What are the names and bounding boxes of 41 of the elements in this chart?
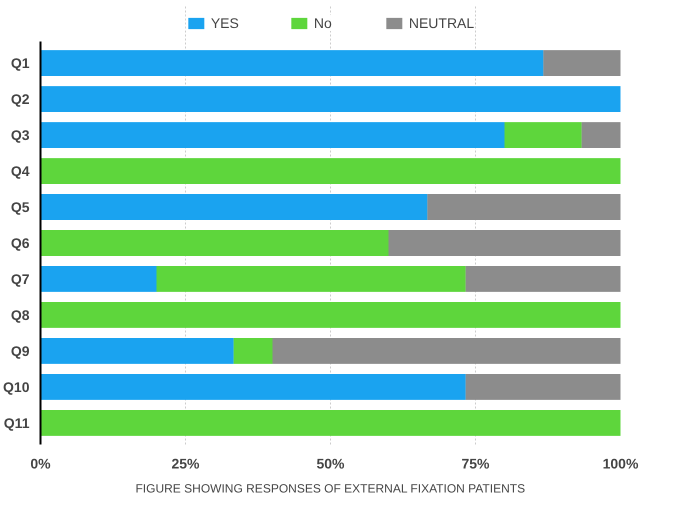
bar bbox=[40, 410, 620, 436]
bar bbox=[427, 194, 620, 220]
y-tick-label: Q10 bbox=[3, 378, 30, 395]
bar bbox=[40, 158, 620, 184]
bar bbox=[40, 374, 466, 400]
bar bbox=[504, 122, 582, 148]
y-tick-label: Q4 bbox=[10, 163, 30, 180]
y-tick-label: Q9 bbox=[10, 342, 30, 359]
text: FIGURE SHOWING RESPONSES OF EXTERNAL FIXATION PATIENTS bbox=[135, 482, 526, 496]
bar bbox=[466, 266, 620, 292]
y-tick-label: Q3 bbox=[10, 127, 30, 144]
bar bbox=[40, 230, 388, 256]
bar bbox=[582, 122, 620, 148]
x-tick-label: 0% bbox=[30, 456, 52, 472]
y-tick-label: Q7 bbox=[10, 270, 30, 287]
y-tick-label: Q6 bbox=[10, 234, 30, 251]
bar bbox=[40, 86, 620, 112]
legend-label: NEUTRAL bbox=[408, 15, 474, 31]
y-tick-label: Q8 bbox=[10, 306, 30, 323]
y-tick-label: Q5 bbox=[10, 199, 30, 216]
legend-label: YES bbox=[210, 15, 239, 31]
y-tick-label: Q2 bbox=[10, 91, 30, 108]
y-tick-label: Q11 bbox=[4, 414, 30, 431]
x-tick-label: 100% bbox=[602, 456, 639, 472]
bar bbox=[388, 230, 620, 256]
bar bbox=[272, 338, 620, 364]
bar bbox=[40, 266, 156, 292]
bar bbox=[156, 266, 466, 292]
legend-label: No bbox=[314, 15, 333, 31]
bar bbox=[40, 122, 504, 148]
bar bbox=[40, 50, 544, 76]
x-tick-label: 25% bbox=[171, 456, 200, 472]
x-tick-label: 75% bbox=[461, 456, 490, 472]
bar bbox=[40, 338, 234, 364]
y-tick-label: Q1 bbox=[10, 55, 30, 72]
bar bbox=[543, 50, 620, 76]
bar bbox=[234, 338, 272, 364]
bar bbox=[466, 374, 620, 400]
bar bbox=[40, 302, 620, 328]
bar bbox=[40, 194, 428, 220]
x-tick-label: 50% bbox=[316, 456, 346, 472]
